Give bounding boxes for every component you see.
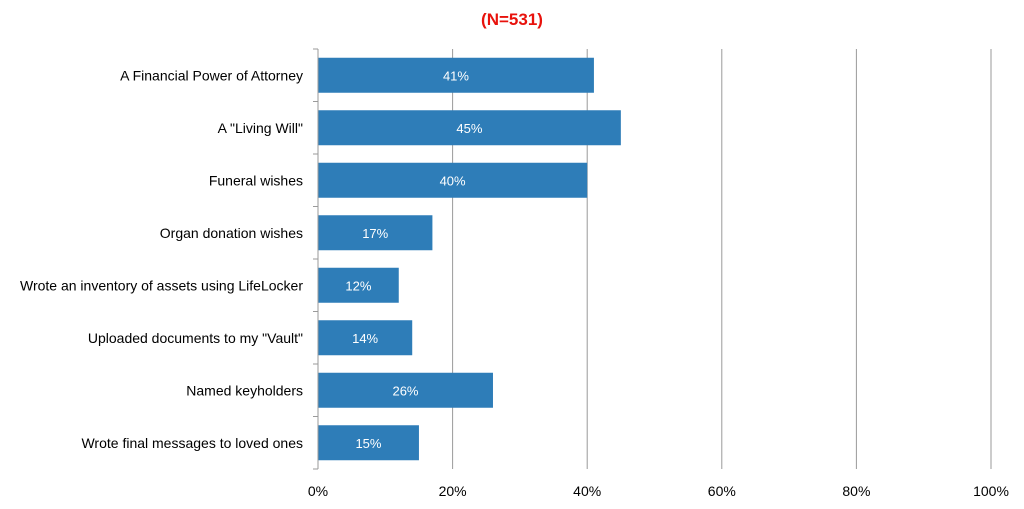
- x-tick-label: 100%: [973, 483, 1009, 499]
- bar-value-label: 41%: [443, 68, 469, 83]
- category-label: Organ donation wishes: [160, 225, 303, 241]
- bar-value-label: 17%: [362, 226, 388, 241]
- category-label: Funeral wishes: [209, 172, 303, 188]
- bar-value-label: 26%: [392, 383, 418, 398]
- bar-value-label: 14%: [352, 331, 378, 346]
- x-tick-label: 80%: [842, 483, 870, 499]
- bar-value-label: 15%: [355, 436, 381, 451]
- bar: [318, 57, 594, 93]
- bar: [318, 267, 399, 303]
- bar: [318, 320, 413, 356]
- x-tick-label: 0%: [308, 483, 328, 499]
- bar: [318, 215, 433, 251]
- bar-value-label: 12%: [345, 278, 371, 293]
- bar-value-label: 45%: [456, 121, 482, 136]
- bar: [318, 372, 493, 408]
- x-tick-label: 60%: [708, 483, 736, 499]
- bar-value-label: 40%: [440, 173, 466, 188]
- category-label: Wrote final messages to loved ones: [81, 435, 303, 451]
- bar: [318, 425, 419, 461]
- category-label: Named keyholders: [186, 382, 303, 398]
- bar: [318, 162, 588, 198]
- category-label: A "Living Will": [218, 120, 303, 136]
- category-label: Uploaded documents to my "Vault": [88, 330, 303, 346]
- category-label: A Financial Power of Attorney: [120, 67, 303, 83]
- x-tick-label: 20%: [439, 483, 467, 499]
- chart-title: (N=531): [481, 10, 543, 29]
- x-tick-label: 40%: [573, 483, 601, 499]
- bar: [318, 110, 621, 146]
- category-label: Wrote an inventory of assets using LifeL…: [20, 277, 303, 293]
